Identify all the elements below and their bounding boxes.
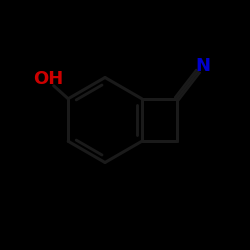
Text: OH: OH: [33, 70, 63, 88]
Text: N: N: [195, 57, 210, 75]
